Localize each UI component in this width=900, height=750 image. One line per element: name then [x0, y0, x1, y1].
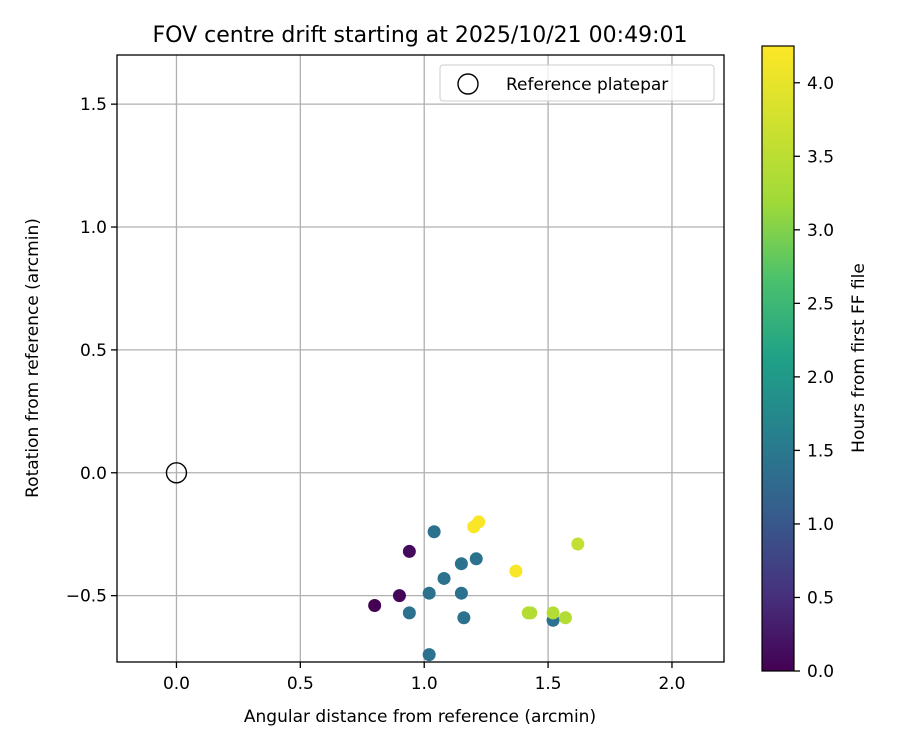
data-point: [437, 571, 451, 585]
colorbar-tick-label: 1.0: [807, 515, 834, 535]
reference-point: [165, 462, 188, 484]
colorbar-tick-label: 0.5: [807, 588, 834, 608]
legend-marker: [457, 73, 479, 95]
colorbar-tick-label: 2.5: [807, 294, 834, 314]
x-tick-label: 1.0: [411, 674, 438, 694]
colorbar: 0.0 0.5 1.0 1.5 2.0 2.5 3.0 3.5 4.0 Hours from f…: [761, 45, 869, 682]
colorbar-gradient: [761, 45, 795, 672]
colorbar-tick-label: 3.0: [807, 221, 834, 241]
data-point: [454, 557, 468, 571]
data-point: [457, 611, 471, 625]
colorbar-tick-label: 1.5: [807, 441, 834, 461]
data-point: [402, 544, 416, 558]
colorbar-tick-label: 2.0: [807, 368, 834, 388]
plot-frame: [116, 54, 725, 663]
y-tick-label: 0.5: [80, 341, 107, 361]
y-tick-label: 0.0: [80, 464, 107, 484]
legend-box: [439, 64, 715, 102]
colorbar-label: Hours from first FF file: [849, 263, 869, 453]
colorbar-ticks: 0.0 0.5 1.0 1.5 2.0 2.5 3.0 3.5 4.0: [794, 74, 834, 682]
data-point: [402, 606, 416, 620]
data-point: [368, 598, 382, 612]
data-point: [454, 586, 468, 600]
x-tick-label: 0.5: [287, 674, 314, 694]
data-point: [509, 564, 523, 578]
data-point: [392, 589, 406, 603]
colorbar-tick-label: 3.5: [807, 147, 834, 167]
chart-title: FOV centre drift starting at 2025/10/21 …: [153, 23, 688, 48]
y-tick-label: 1.5: [80, 95, 107, 115]
data-point: [558, 611, 572, 625]
y-tick-label: −0.5: [66, 587, 107, 607]
y-tick-label: 1.0: [80, 218, 107, 238]
x-tick-label: 1.5: [535, 674, 562, 694]
data-point: [546, 606, 560, 620]
data-point: [472, 515, 486, 529]
legend: Reference platepar: [439, 64, 715, 102]
data-point: [422, 648, 436, 662]
x-axis-label: Angular distance from reference (arcmin): [244, 707, 596, 727]
data-point: [422, 586, 436, 600]
data-point: [524, 606, 538, 620]
y-axis-label: Rotation from reference (arcmin): [23, 218, 43, 498]
colorbar-tick-label: 4.0: [807, 74, 834, 94]
grid-layer: [117, 55, 724, 662]
data-point: [427, 525, 441, 539]
legend-label: Reference platepar: [506, 75, 668, 95]
x-tick-label: 0.0: [163, 674, 190, 694]
data-point: [469, 552, 483, 566]
points-layer: [165, 462, 585, 662]
x-tick-label: 2.0: [658, 674, 685, 694]
colorbar-tick-label: 0.0: [807, 662, 834, 682]
ticks-layer: 0.0 0.5 1.0 1.5 2.0 −0.5 0.0 0.5 1.0 1.5: [66, 95, 686, 694]
data-point: [571, 537, 585, 551]
